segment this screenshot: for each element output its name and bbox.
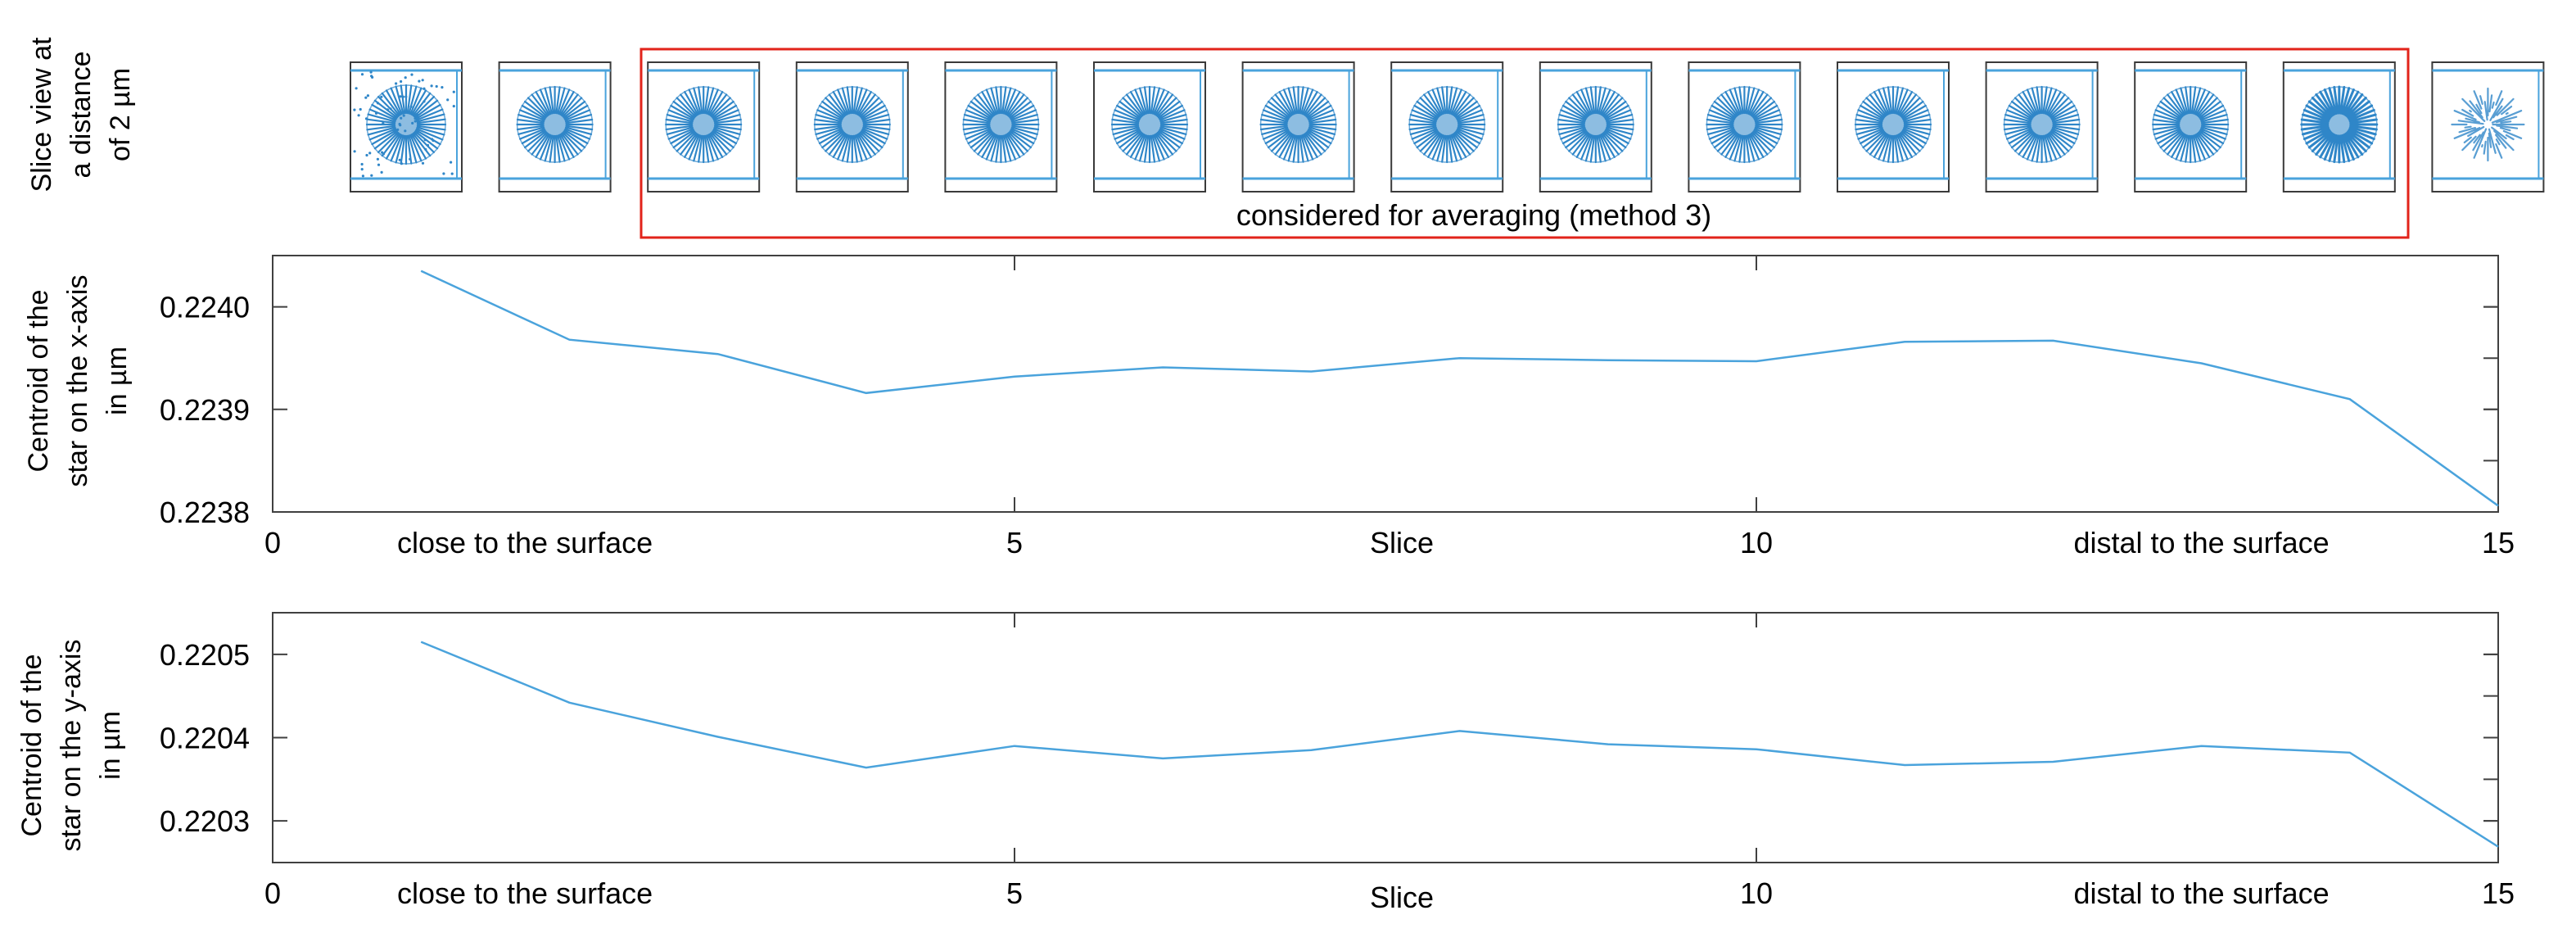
chart-x-ticks: 0 5 10 15 0.2238 0.2239 0.2240 close to the sur… [160,255,2515,559]
noise-dots [353,70,455,178]
chart-y-plot-frame [272,612,2499,863]
star-glyph [665,85,743,164]
slice-thumbnail-15 [2431,61,2545,192]
chart-y-y-tick-label: 0.2205 [160,638,250,672]
chart-y-x-tick-label: 0 [264,876,281,910]
chart-x-x-tick-label: 10 [1740,526,1773,559]
chart-y-y-tick-label: 0.2204 [160,722,250,755]
chart-x-plot-frame [272,255,2499,513]
star-glyph [1110,85,1189,164]
star-glyph [2152,85,2230,164]
slice-thumbnail-13 [2134,61,2248,192]
slice-thumbnail-12 [1985,61,2099,192]
chart-y-x-tick-label: 5 [1006,876,1023,910]
star-glyph [813,85,891,164]
star-glyph [516,85,594,164]
strip-ylabel-line-1: Slice view at [26,37,57,192]
star-glyph [1408,85,1486,164]
chart-y-x-annotation: distal to the surface [2074,876,2330,910]
chart-x-x-annotation: distal to the surface [2074,526,2330,559]
chart-y-x-tick-label: 15 [2482,876,2515,910]
slice-thumbnail-3 [647,61,761,192]
slice-thumbnail-14 [2282,61,2396,192]
star-glyph [1706,85,1783,164]
averaging-highlight-box [639,48,2410,239]
chart-x-ylabel-line-3: in µm [102,346,133,415]
star-glyph [1259,85,1337,164]
star-glyph [1557,85,1634,164]
averaging-highlight-label: considered for averaging (method 3) [1236,198,1711,232]
chart-y-ylabel-line-3: in µm [95,711,126,780]
chart-y-ticks: 0 5 10 15 0.2203 0.2204 0.2205 close to the sur… [160,612,2515,910]
chart-x-x-tick-label: 0 [264,526,281,559]
slice-thumbnail-7 [1241,61,1355,192]
chart-y-ylabel-line-1: Centroid of the [16,654,47,836]
strip-ylabel-line-3: of 2 µm [105,68,136,161]
slice-thumbnail-6 [1093,61,1206,192]
slice-thumbnail-9 [1539,61,1652,192]
chart-x-y-tick-label: 0.2239 [160,393,250,427]
star-glyph [365,84,447,165]
chart-centroid-x: Centroid of the star on the x-axis in µm… [23,255,2515,559]
slice-thumbnail-1 [350,61,463,192]
slice-strip: Slice view at a distance of 2 µm conside… [26,37,2545,239]
chart-x-y-tick-label: 0.2240 [160,291,250,324]
chart-x-x-tick-label: 5 [1006,526,1023,559]
slice-thumbnail-11 [1837,61,1950,192]
slice-thumbnail-2 [498,61,612,192]
thumbnail-frame [2431,61,2545,192]
slice-thumbnail-4 [795,61,909,192]
chart-x-y-tick-label: 0.2238 [160,496,250,529]
star-glyph [1854,85,1932,164]
chart-y-series-line [420,641,2499,848]
strip-ylabel-line-2: a distance [66,52,97,179]
chart-y-x-tick-label: 10 [1740,876,1773,910]
chart-x-ylabel-line-2: star on the x-axis [62,275,93,487]
chart-y-x-annotation: close to the surface [397,876,653,910]
slice-thumbnail-5 [944,61,1058,192]
star-glyph [2300,85,2379,164]
chart-x-x-tick-label: 15 [2482,526,2515,559]
star-glyph [2003,85,2081,164]
star-glyph [2451,87,2525,162]
chart-x-xlabel: Slice [1370,526,1434,559]
slice-thumbnail-8 [1390,61,1504,192]
chart-y-ylabel-line-2: star on the y-axis [56,640,87,852]
chart-y-xlabel: Slice [1370,881,1434,914]
chart-x-series-line [420,269,2499,507]
chart-x-ylabel-line-1: Centroid of the [23,289,54,472]
slice-thumbnails [350,61,2545,192]
chart-y-y-tick-label: 0.2203 [160,804,250,838]
slice-thumbnail-10 [1688,61,1801,192]
chart-centroid-y: Centroid of the star on the y-axis in µm… [16,612,2515,914]
chart-x-x-annotation: close to the surface [397,526,653,559]
star-glyph [962,85,1040,164]
